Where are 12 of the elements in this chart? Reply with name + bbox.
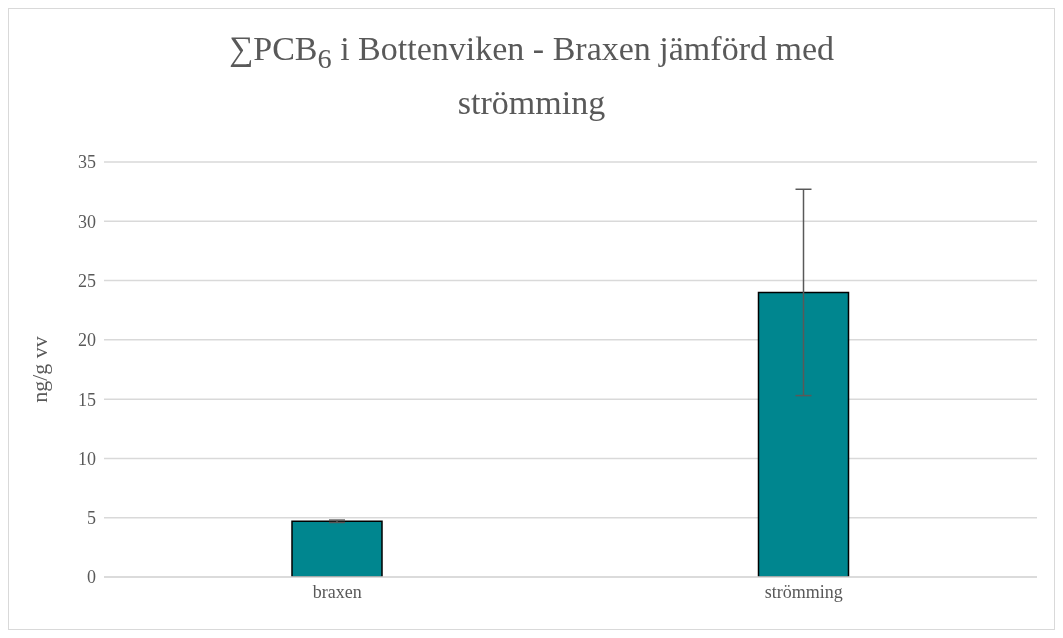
y-tick-label: 10 bbox=[78, 448, 96, 469]
y-tick-label: 30 bbox=[78, 211, 96, 232]
y-axis-title: ng/g vv bbox=[26, 336, 52, 403]
x-tick-label: braxen bbox=[312, 581, 362, 602]
x-tick-label: strömming bbox=[764, 581, 843, 602]
y-tick-label: 15 bbox=[78, 389, 96, 410]
y-tick-label: 35 bbox=[78, 152, 96, 173]
y-tick-label: 0 bbox=[87, 567, 96, 588]
chart-title: ∑PCB$_{6}$ i Bottenviken - Braxen jämförd med strömming bbox=[228, 29, 835, 123]
y-tick-label: 5 bbox=[87, 508, 96, 529]
y-tick-label: 25 bbox=[78, 270, 96, 291]
y-tick-label: 20 bbox=[78, 330, 96, 351]
